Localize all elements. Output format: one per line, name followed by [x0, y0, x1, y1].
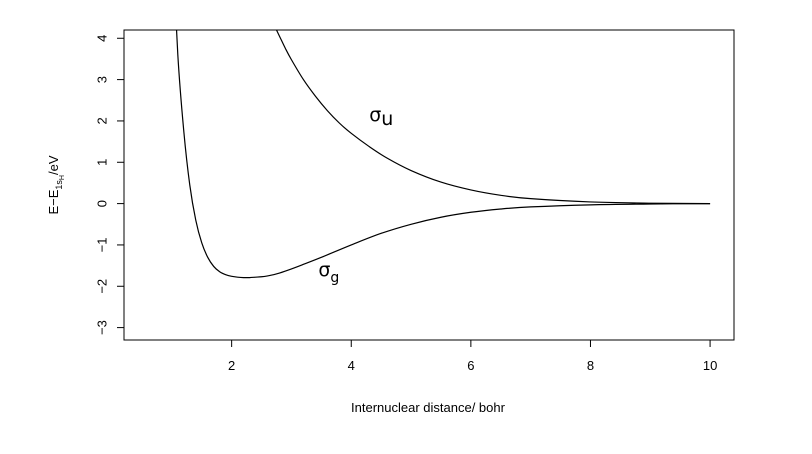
x-tick-label: 6: [467, 358, 474, 373]
y-tick-label: −2: [95, 279, 110, 294]
x-tick-label: 10: [703, 358, 717, 373]
y-axis-label-base: E−E: [46, 189, 61, 214]
y-tick-label: 3: [95, 76, 110, 83]
x-tick-label: 4: [348, 358, 355, 373]
x-tick-label: 8: [587, 358, 594, 373]
curve-label-sigma-g: σg: [318, 259, 339, 286]
curve-label-base: σ: [369, 104, 381, 126]
plot-curves: [175, 30, 711, 279]
plot-frame: [123, 29, 735, 341]
y-tick-label: 4: [95, 35, 110, 42]
curve-label-base: σ: [318, 259, 330, 281]
y-tick-label: −3: [95, 320, 110, 335]
curve-sigma-g: [175, 30, 711, 279]
x-axis-label: Internuclear distance/ bohr: [351, 400, 506, 415]
curve-label-subscript: g: [330, 270, 339, 286]
y-tick-label: 0: [95, 200, 110, 207]
y-axis-label-suffix: /eV: [46, 155, 61, 175]
x-axis: 2 4 6 8 10: [228, 339, 717, 373]
y-tick-label: −1: [95, 238, 110, 253]
y-axis-label-subsubscript: H: [59, 175, 66, 180]
y-tick-label: 2: [95, 117, 110, 124]
y-axis-label-subscript: 1s: [54, 180, 64, 190]
curve-label-sigma-u: σu: [369, 104, 393, 130]
curve-label-subscript: u: [381, 108, 393, 130]
y-axis-label: E−E1sH/eV: [46, 155, 66, 214]
y-axis: −3 −2 −1 0 1 2 3 4: [95, 35, 125, 335]
x-tick-label: 2: [228, 358, 235, 373]
curve-sigma-u: [275, 30, 711, 205]
y-tick-label: 1: [95, 159, 110, 166]
